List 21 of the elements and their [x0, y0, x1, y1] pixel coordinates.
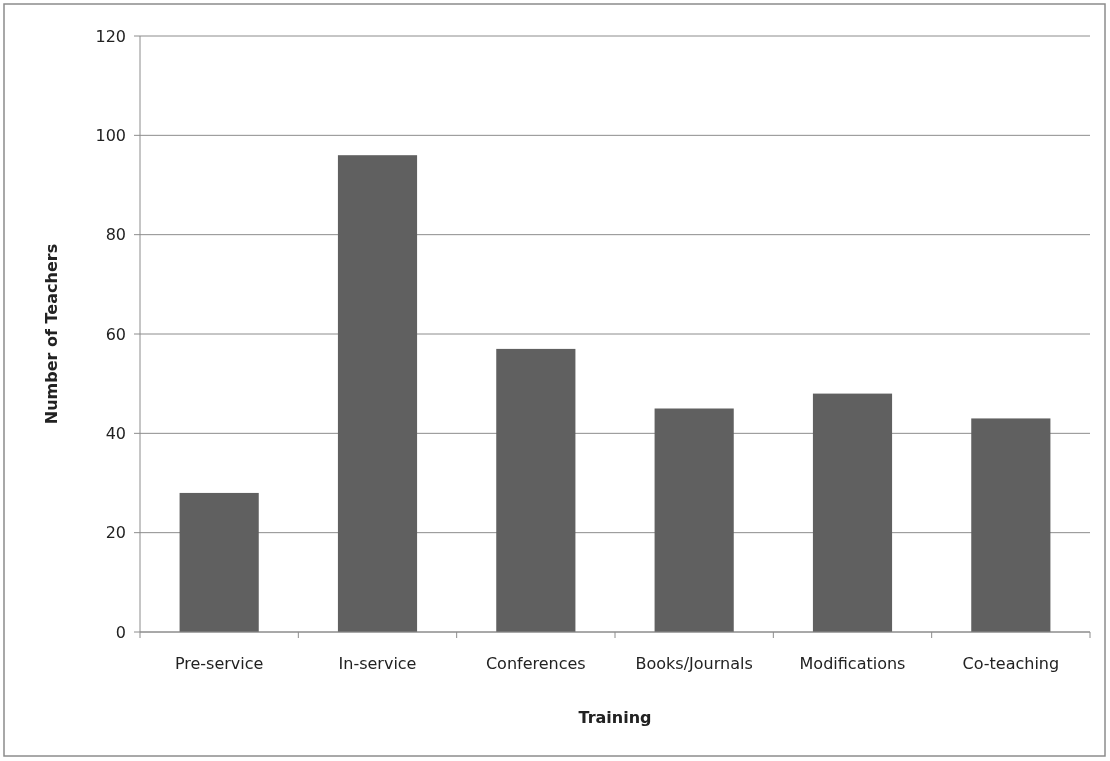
y-axis-title: Number of Teachers [42, 243, 61, 425]
y-tick-label: 80 [105, 225, 126, 245]
y-tick-label: 100 [95, 125, 126, 145]
y-tick-label: 120 [95, 26, 126, 46]
x-tick-label: Pre-service [174, 654, 264, 673]
y-tick-label: 20 [105, 523, 126, 543]
x-tick-label: Conferences [485, 654, 586, 673]
x-tick-label: In-service [338, 654, 417, 673]
y-tick-label: 0 [115, 622, 126, 642]
bar [654, 408, 734, 632]
bar [496, 348, 576, 632]
x-axis-title: Training [578, 708, 652, 727]
bar [179, 492, 259, 632]
bar [971, 418, 1051, 632]
y-tick-label: 60 [105, 324, 126, 344]
x-tick-label: Modifications [799, 654, 906, 673]
y-tick-label: 40 [105, 423, 126, 443]
bar [337, 155, 418, 632]
x-tick-label: Books/Journals [635, 654, 753, 673]
bar [812, 393, 893, 632]
x-tick-label: Co-teaching [962, 654, 1060, 673]
